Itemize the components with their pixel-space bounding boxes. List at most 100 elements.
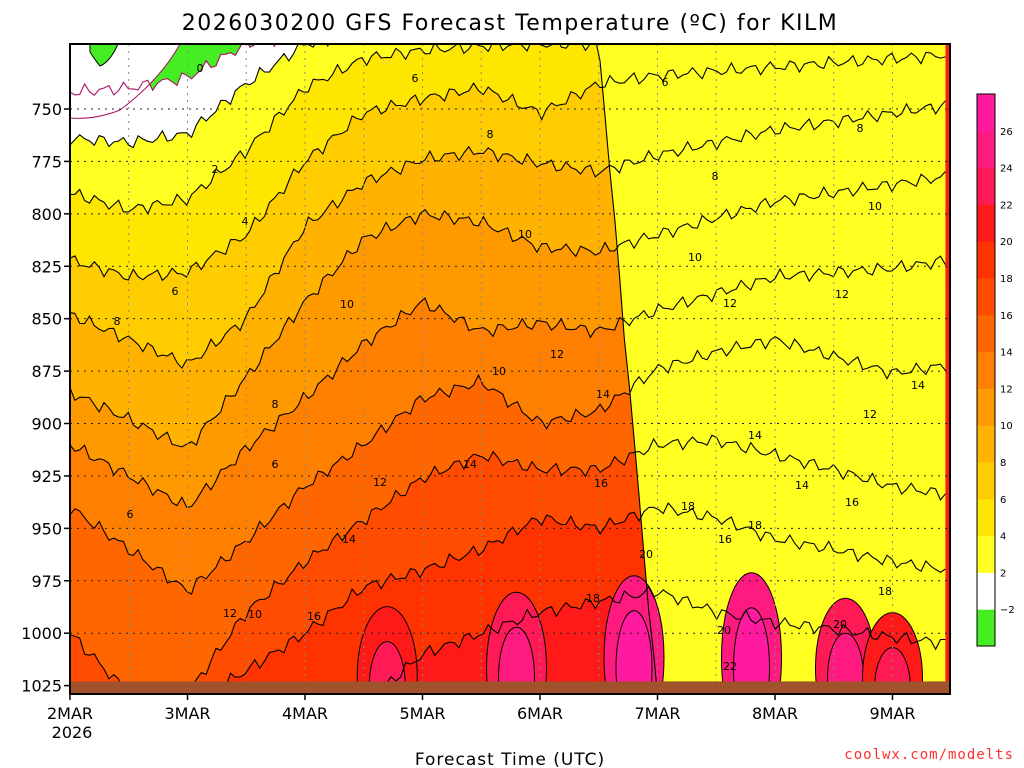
x-tick-label: 9MAR [869,704,915,723]
contour-label: 12 [223,607,237,620]
x-tick-label: 3MAR [164,704,210,723]
contour-label: 18 [878,585,892,598]
colorbar-swatch [977,241,995,279]
contour-label: 6 [127,508,134,521]
y-axis: 750 775 800 825 850 875 900 925 950 975 1000 1025 [21,100,70,696]
colorbar-tick-label: 6 [1000,495,1006,506]
contour-label: 12 [373,476,387,489]
colorbar-swatch [977,462,995,500]
contour-label: 20 [833,618,847,631]
contour-label: 12 [550,348,564,361]
y-tick-label: 950 [31,519,62,538]
x-axis: 2MAR 3MAR 4MAR 5MAR 6MAR 7MAR 8MAR 9MAR [47,694,916,723]
colorbar-swatch [977,498,995,537]
y-tick-label: 875 [31,362,62,381]
y-tick-label: 900 [31,415,62,434]
y-tick-label: 775 [31,152,62,171]
colorbar-tick-label: 20 [1000,237,1013,248]
colorbar-swatch [977,535,995,573]
plot-area: 0 2 4 6 6 6 8 8 8 8 10 10 10 10 10 12 12 12 12 12 14 14 14 14 14… [70,44,950,694]
band-green [89,44,119,67]
colorbar-swatch [977,351,995,389]
contour-label: 6 [272,458,279,471]
contour-label: 8 [272,398,279,411]
x-tick-label: 5MAR [399,704,445,723]
plot-frame [69,43,951,695]
contour-label: 12 [835,288,849,301]
x-tick-year: 2026 [52,723,93,742]
x-tick-label: 7MAR [634,704,680,723]
contour-label: 14 [748,429,762,442]
contour-label: 12 [863,408,877,421]
warm-core-inner [615,610,653,694]
colorbar-tick-label: 26 [1000,127,1013,138]
colorbar-tick-label: 4 [1000,532,1006,543]
colorbar-tick-label: 8 [1000,458,1006,469]
y-tick-label: 750 [31,100,62,119]
y-tick-label: 975 [31,572,62,591]
x-tick-label: 8MAR [752,704,798,723]
contour-label: 6 [412,72,419,85]
x-tick-label: 2MAR [47,704,93,723]
colorbar-swatch [977,314,995,353]
isotherm-0 [70,44,276,96]
colorbar-swatch [977,94,995,132]
y-tick-label: 925 [31,467,62,486]
contour-label: 14 [342,533,356,546]
isotherm-2 [70,44,330,149]
ground-surface [70,681,950,694]
contour-label: 2 [212,163,219,176]
colorbar-tick-label: 2 [1000,568,1006,579]
colorbar-tick-label: −2 [1000,605,1015,616]
colorbar-tick-label: 22 [1000,200,1013,211]
isotherm-4 [70,44,658,694]
colorbar-swatch [977,572,995,610]
contour-label: 22 [723,660,737,673]
isotherm-lines [70,44,946,694]
contour-label: 16 [594,477,608,490]
contour-label: 8 [114,315,121,328]
contour-label: 10 [688,251,702,264]
colorbar-swatch [977,425,995,463]
colorbar-tick-label: 18 [1000,274,1013,285]
contour-label: 16 [718,533,732,546]
x-axis-label: Forecast Time (UTC) [415,750,605,768]
contour-label: 14 [596,388,610,401]
colorbar-tick-label: 16 [1000,311,1013,322]
chart-title: 2026030200 GFS Forecast Temperature (ºC)… [182,11,838,36]
x-tick-label: 4MAR [282,704,328,723]
contour-label: 14 [911,379,925,392]
colorbar-tick-label: 14 [1000,348,1013,359]
isotherm-6 [70,51,946,282]
colorbar-frame [976,93,996,647]
colorbar-tick-label: 10 [1000,421,1013,432]
warm-core-inner [498,626,535,694]
contour-label: 6 [172,285,179,298]
contour-label: 20 [717,624,731,637]
temperature-bands [70,44,950,694]
contour-label: 16 [845,496,859,509]
isotherm-14 [70,335,946,595]
contour-label: 10 [340,298,354,311]
credit-text: coolwx.com/modelts [844,747,1014,763]
warm-core-inner [733,607,770,694]
colorbar: 26 24 22 20 18 16 14 12 10 8 6 4 2 −2 [976,93,1015,647]
colorbar-swatch [977,388,995,426]
isotherm-16 [70,434,946,694]
contour-label: 0 [197,62,204,75]
contour-label: 8 [712,170,719,183]
contour-label: 8 [487,128,494,141]
colorbar-swatch [977,278,995,316]
y-tick-label: 1000 [21,624,62,643]
contour-label: 14 [463,458,477,471]
contour-label: 18 [748,519,762,532]
isotherm-8 [70,100,946,370]
colorbar-tick-label: 12 [1000,384,1013,395]
y-tick-label: 800 [31,205,62,224]
colorbar-swatch [977,204,995,242]
y-tick-label: 825 [31,257,62,276]
contour-label: 18 [586,592,600,605]
x-tick-label: 6MAR [517,704,563,723]
band-below-4 [70,44,946,694]
